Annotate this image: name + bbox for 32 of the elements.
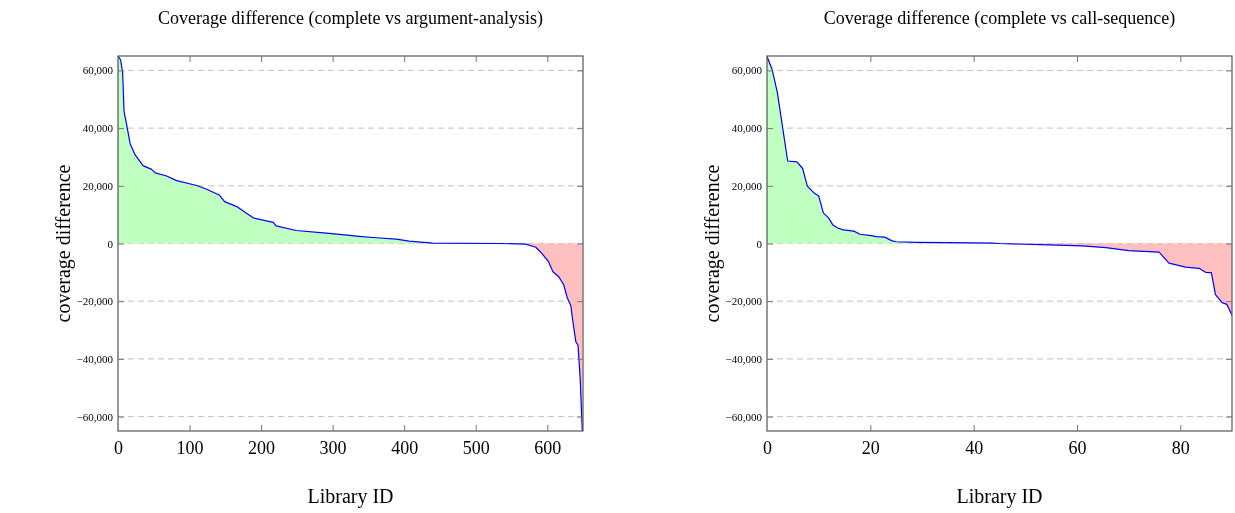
y-tick-label: −20,000 <box>76 295 114 308</box>
y-tick-label: −60,000 <box>725 410 763 423</box>
line-series <box>118 56 583 431</box>
y-tick-label: 40,000 <box>731 122 763 135</box>
y-axis-title: coverage difference <box>701 164 724 323</box>
x-tick-label: 200 <box>248 437 276 458</box>
y-tick-label: 20,000 <box>82 179 114 192</box>
y-tick-label: 60,000 <box>731 64 763 77</box>
y-tick-label: 40,000 <box>82 122 114 135</box>
y-tick-label: −20,000 <box>725 295 763 308</box>
y-axis-title: coverage difference <box>52 164 75 323</box>
x-axis-title: Library ID <box>956 485 1043 508</box>
x-tick-label: 80 <box>1171 437 1190 458</box>
chart-title: Coverage difference (complete vs call-sequence) <box>823 8 1176 29</box>
line-series <box>767 56 1232 316</box>
x-tick-label: 60 <box>1068 437 1087 458</box>
x-tick-label: 100 <box>176 437 204 458</box>
x-axis-title: Library ID <box>307 485 394 508</box>
y-tick-label: 0 <box>107 237 114 250</box>
x-tick-label: 40 <box>965 437 984 458</box>
x-tick-label: 600 <box>534 437 562 458</box>
chart-title: Coverage difference (complete vs argument-analysis) <box>157 8 544 29</box>
y-tick-label: −40,000 <box>725 352 763 365</box>
y-tick-label: −40,000 <box>76 352 114 365</box>
y-tick-label: −60,000 <box>76 410 114 423</box>
x-tick-label: 500 <box>462 437 490 458</box>
x-tick-label: 300 <box>319 437 347 458</box>
x-tick-label: 20 <box>861 437 880 458</box>
x-tick-label: 400 <box>391 437 419 458</box>
y-tick-label: 0 <box>756 237 763 250</box>
y-tick-label: 20,000 <box>731 179 763 192</box>
y-tick-label: 60,000 <box>82 64 114 77</box>
